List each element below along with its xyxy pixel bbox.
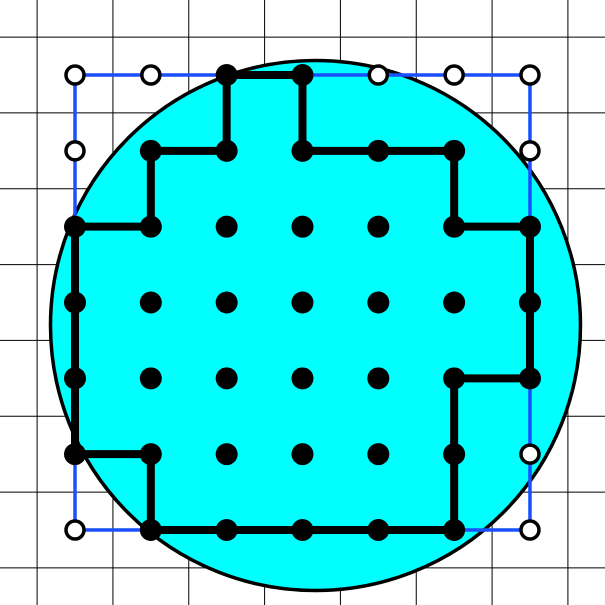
- lattice-point-inside: [367, 518, 390, 541]
- lattice-point-inside: [64, 443, 86, 466]
- lattice-point-outside: [443, 64, 465, 86]
- lattice-point-inside: [367, 367, 390, 390]
- lattice-point-inside: [215, 443, 238, 466]
- lattice-point-inside: [367, 291, 390, 314]
- lattice-point-inside: [139, 215, 162, 238]
- lattice-point-inside: [443, 139, 466, 162]
- lattice-point-inside: [139, 518, 162, 541]
- lattice-point-inside: [215, 139, 238, 162]
- lattice-point-inside: [291, 215, 314, 238]
- lattice-point-inside: [518, 215, 541, 238]
- lattice-point-inside: [291, 139, 314, 162]
- lattice-points: [64, 64, 541, 541]
- lattice-point-inside: [443, 443, 466, 466]
- lattice-point-inside: [215, 215, 238, 238]
- lattice-point-inside: [443, 518, 466, 541]
- lattice-point-inside: [443, 291, 466, 314]
- lattice-point-inside: [139, 367, 162, 390]
- lattice-point-inside: [291, 443, 314, 466]
- lattice-point-inside: [291, 518, 314, 541]
- lattice-point-inside: [443, 215, 466, 238]
- lattice-point-inside: [443, 367, 466, 390]
- lattice-point-inside: [215, 518, 238, 541]
- lattice-point-inside: [215, 291, 238, 314]
- lattice-point-inside: [139, 291, 162, 314]
- lattice-point-outside: [519, 443, 541, 465]
- lattice-point-inside: [518, 367, 541, 390]
- lattice-point-inside: [291, 291, 314, 314]
- lattice-point-inside: [139, 139, 162, 162]
- lattice-point-outside: [64, 140, 86, 162]
- lattice-point-outside: [367, 64, 390, 86]
- disk: [48, 58, 583, 593]
- lattice-point-outside: [64, 519, 86, 541]
- lattice-point-inside: [367, 139, 390, 162]
- lattice-point-outside: [64, 64, 86, 86]
- lattice-point-inside: [139, 443, 162, 466]
- lattice-point-inside: [215, 367, 238, 390]
- lattice-point-outside: [519, 64, 541, 86]
- lattice-point-outside: [519, 140, 541, 162]
- lattice-point-inside: [64, 215, 86, 238]
- lattice-point-inside: [367, 215, 390, 238]
- lattice-point-outside: [140, 64, 162, 86]
- lattice-point-inside: [215, 64, 238, 86]
- lattice-point-inside: [518, 291, 541, 314]
- lattice-point-inside: [291, 64, 314, 86]
- lattice-point-inside: [291, 367, 314, 390]
- lattice-point-inside: [367, 443, 390, 466]
- lattice-point-inside: [64, 291, 86, 314]
- lattice-point-outside: [519, 519, 541, 541]
- lattice-point-inside: [64, 367, 86, 390]
